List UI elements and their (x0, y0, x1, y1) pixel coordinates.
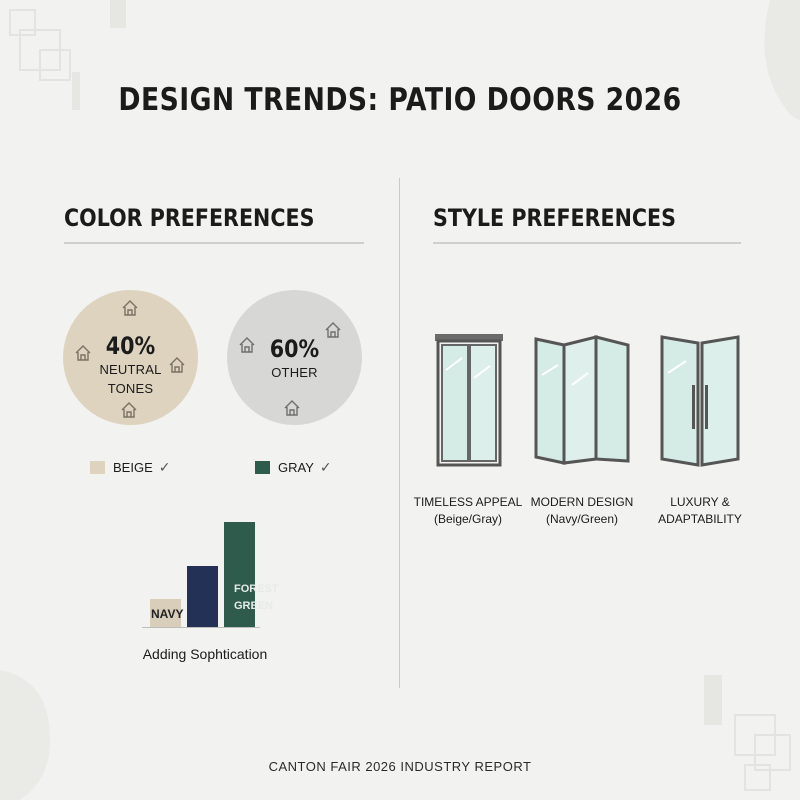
page-title: DESIGN TRENDS: PATIO DOORS 2026 (118, 82, 682, 118)
bar-label: FOREST GREEN (234, 583, 279, 612)
house-icon (121, 402, 137, 418)
beige-swatch (90, 461, 105, 474)
house-icon (284, 400, 300, 416)
timeless-caption-line2: (Beige/Gray) (433, 512, 503, 526)
timeless-caption-line1: TIMELESS APPEAL (413, 495, 523, 509)
color-heading-rule (64, 242, 364, 244)
check-icon: ✓ (158, 459, 171, 475)
other-label: OTHER (271, 365, 318, 380)
house-icon (75, 345, 91, 361)
corner-decoration-top-right (764, 0, 800, 120)
house-icon (169, 357, 185, 373)
check-icon: ✓ (319, 459, 332, 475)
corner-decoration-top-left (9, 0, 126, 110)
house-icon (239, 337, 255, 353)
neutral-percent: 40% (105, 332, 156, 360)
folding-door-icon (534, 335, 630, 465)
bars-baseline (142, 627, 260, 628)
color-bar (187, 566, 218, 627)
luxury-caption-line1: LUXURY & (670, 495, 730, 509)
house-icon (325, 322, 341, 338)
style-heading-rule (433, 242, 741, 244)
luxury-caption-line2: ADAPTABILITY (658, 512, 742, 526)
bars-caption: Adding Sophtication (142, 646, 268, 662)
door-caption-luxury: LUXURY & ADAPTABILITY (630, 494, 770, 528)
corner-decoration-bottom-right (704, 675, 791, 791)
modern-caption-line2: (Navy/Green) (545, 512, 619, 526)
gray-swatch (255, 461, 270, 474)
section-divider (399, 178, 400, 688)
door-caption-timeless: TIMELESS APPEAL (Beige/Gray) (398, 494, 538, 528)
neutral-label-line1: NEUTRAL (99, 362, 162, 377)
house-icon (122, 300, 138, 316)
other-percent: 60% (269, 335, 320, 363)
footer-source: CANTON FAIR 2026 INDUSTRY REPORT (268, 759, 532, 774)
color-bar (150, 599, 181, 627)
bar-label: NAVY (151, 607, 184, 621)
legend-beige: BEIGE ✓ (90, 459, 170, 476)
sliding-door-icon (435, 334, 503, 467)
corner-decoration-bottom-left (0, 670, 50, 800)
color-preferences-heading: COLOR PREFERENCES (64, 204, 315, 232)
other-circle: 60% OTHER (227, 290, 362, 425)
neutral-tones-circle: 40% NEUTRAL TONES (63, 290, 198, 425)
legend-gray: GRAY ✓ (255, 459, 332, 476)
color-bar (224, 522, 255, 627)
french-door-icon (660, 335, 740, 467)
door-caption-modern: MODERN DESIGN (Navy/Green) (512, 494, 652, 528)
modern-caption-line1: MODERN DESIGN (530, 495, 634, 509)
legend-beige-label: BEIGE (113, 460, 153, 475)
legend-gray-label: GRAY (278, 460, 314, 475)
style-preferences-heading: STYLE PREFERENCES (433, 204, 677, 232)
neutral-label-line2: TONES (107, 381, 154, 396)
